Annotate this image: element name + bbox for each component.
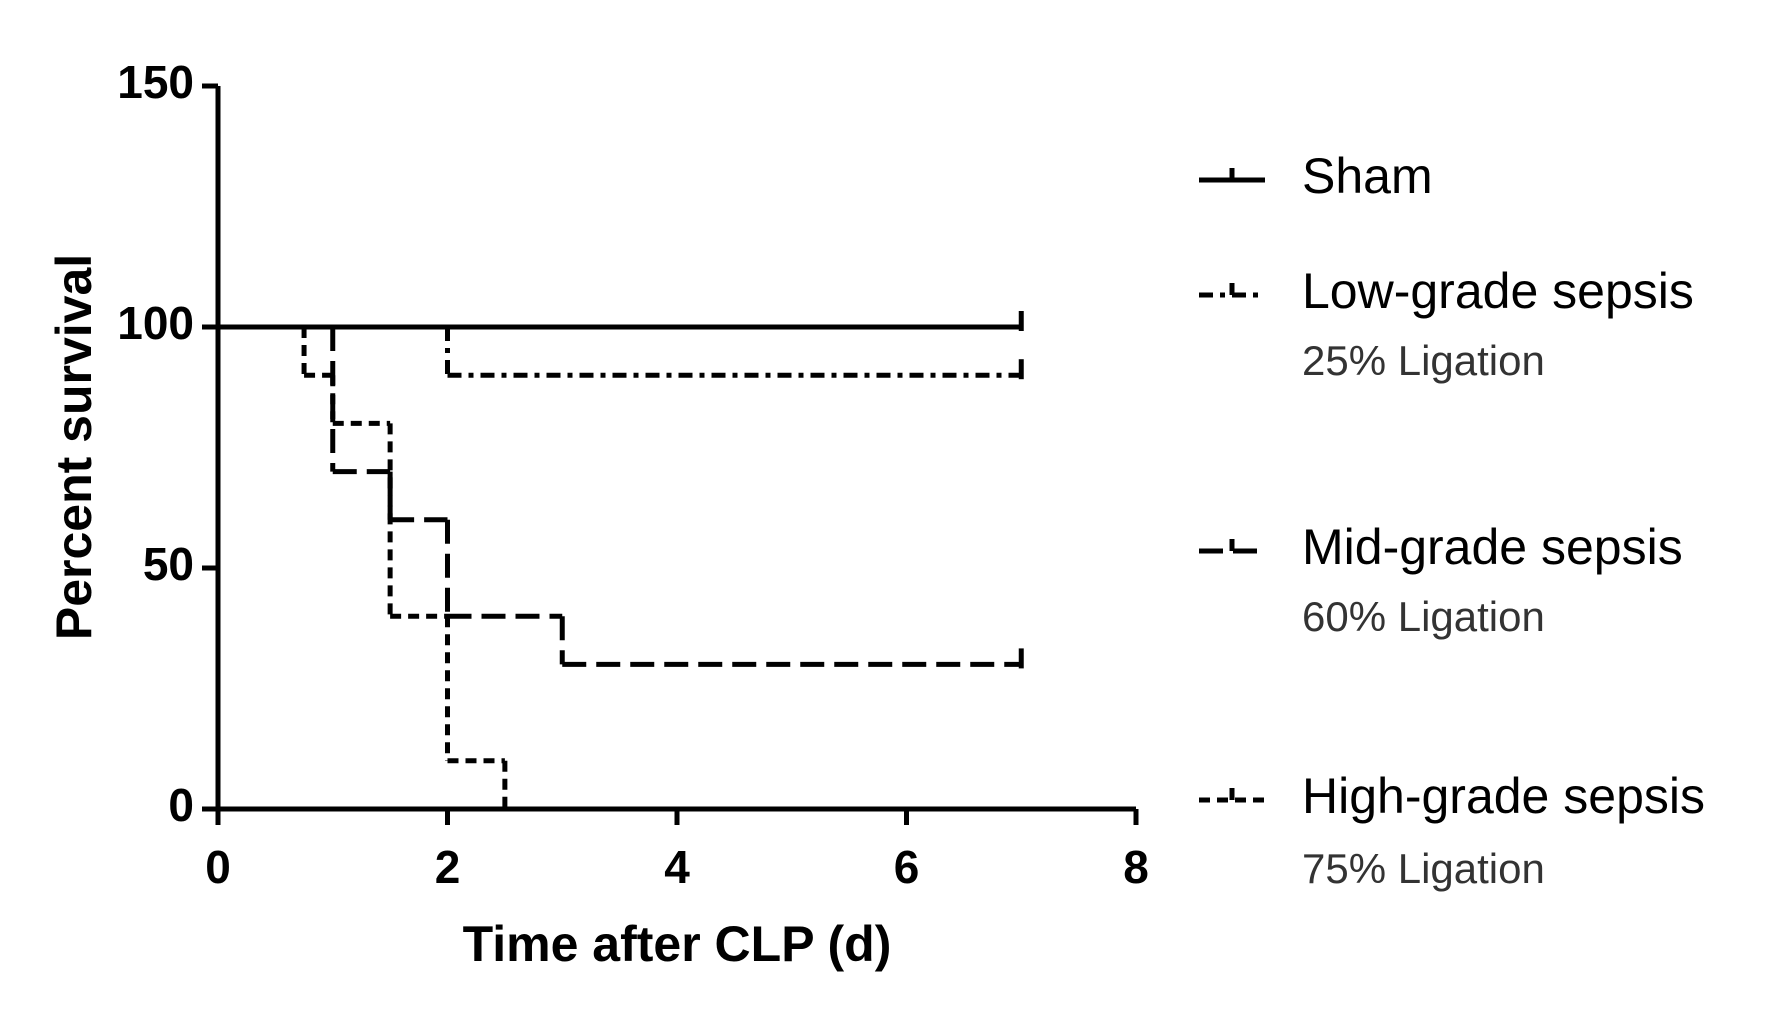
x-tick-label: 8	[1123, 841, 1149, 893]
x-tick-label: 6	[894, 841, 920, 893]
legend-sublabel: 25% Ligation	[1302, 337, 1545, 384]
y-tick-label: 50	[143, 538, 194, 590]
legend-label: Low-grade sepsis	[1302, 263, 1694, 319]
y-tick-label: 100	[117, 297, 194, 349]
legend-sublabel: 60% Ligation	[1302, 593, 1545, 640]
legend-label: High-grade sepsis	[1302, 768, 1705, 824]
x-tick-label: 0	[205, 841, 231, 893]
legend-sublabel: 75% Ligation	[1302, 845, 1545, 892]
x-tick-label: 4	[664, 841, 690, 893]
y-axis-label: Percent survival	[46, 254, 102, 640]
legend-label: Sham	[1302, 148, 1433, 204]
y-tick-label: 0	[168, 779, 194, 831]
legend-label: Mid-grade sepsis	[1302, 519, 1683, 575]
y-tick-label: 150	[117, 56, 194, 108]
x-axis-label: Time after CLP (d)	[463, 916, 892, 972]
x-tick-label: 2	[435, 841, 461, 893]
